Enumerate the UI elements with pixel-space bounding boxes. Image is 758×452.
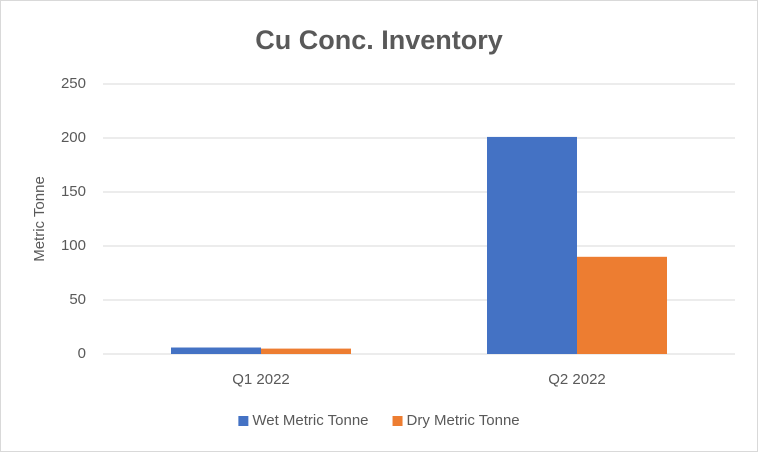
y-tick-label: 100: [61, 237, 86, 254]
chart-title: Cu Conc. Inventory: [255, 25, 503, 55]
legend-label: Dry Metric Tonne: [407, 412, 520, 429]
y-tick-label: 150: [61, 183, 86, 200]
legend-swatch: [392, 416, 403, 426]
y-tick-label: 50: [69, 291, 86, 308]
legend-label: Wet Metric Tonne: [252, 412, 368, 429]
y-tick-label: 250: [61, 75, 86, 92]
bar: [487, 136, 577, 354]
legend-swatch: [238, 416, 249, 426]
bar: [577, 256, 667, 354]
x-tick-label: Q1 2022: [232, 371, 290, 388]
x-tick-label: Q2 2022: [548, 371, 606, 388]
y-tick-label: 0: [78, 345, 86, 362]
y-axis-label: Metric Tonne: [31, 176, 48, 262]
bar: [171, 347, 261, 354]
y-tick-label: 200: [61, 129, 86, 146]
bar: [261, 348, 351, 354]
